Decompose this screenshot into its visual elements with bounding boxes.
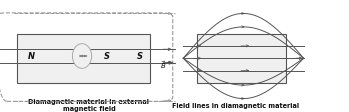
Text: S: S xyxy=(136,52,143,60)
Text: N: N xyxy=(28,52,35,60)
Ellipse shape xyxy=(73,44,91,68)
FancyBboxPatch shape xyxy=(197,34,286,83)
Text: S: S xyxy=(103,52,110,60)
Text: Diamagnetic material in external
magnetic field: Diamagnetic material in external magneti… xyxy=(29,99,149,112)
FancyBboxPatch shape xyxy=(17,34,150,83)
Text: $\vec{B}$: $\vec{B}$ xyxy=(160,60,166,71)
Text: Field lines in diamagnetic material: Field lines in diamagnetic material xyxy=(172,103,299,109)
